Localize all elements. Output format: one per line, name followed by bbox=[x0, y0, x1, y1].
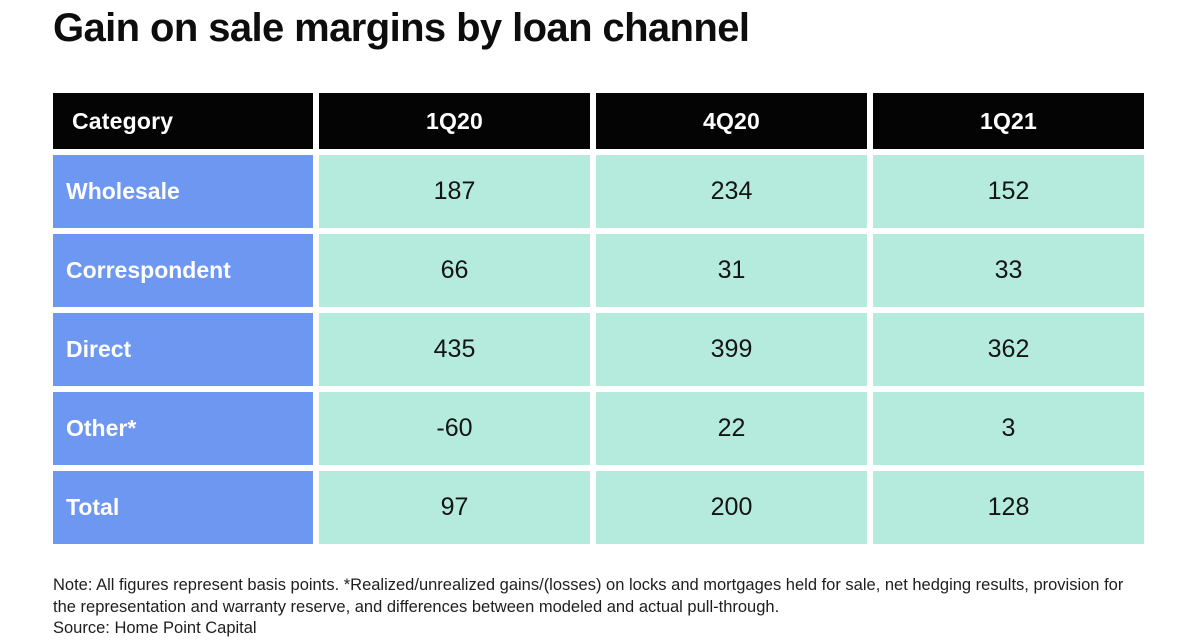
column-header-4q20: 4Q20 bbox=[596, 93, 867, 149]
cell-direct-4q20: 399 bbox=[596, 313, 867, 386]
cell-direct-1q20: 435 bbox=[319, 313, 590, 386]
cell-other-4q20: 22 bbox=[596, 392, 867, 465]
row-label-correspondent: Correspondent bbox=[53, 234, 313, 307]
cell-correspondent-4q20: 31 bbox=[596, 234, 867, 307]
cell-direct-1q21: 362 bbox=[873, 313, 1144, 386]
row-label-other: Other* bbox=[53, 392, 313, 465]
source-text: Source: Home Point Capital bbox=[53, 619, 257, 637]
cell-total-1q21: 128 bbox=[873, 471, 1144, 544]
column-header-1q21: 1Q21 bbox=[873, 93, 1144, 149]
row-label-direct: Direct bbox=[53, 313, 313, 386]
cell-other-1q21: 3 bbox=[873, 392, 1144, 465]
cell-total-4q20: 200 bbox=[596, 471, 867, 544]
cell-total-1q20: 97 bbox=[319, 471, 590, 544]
cell-wholesale-1q21: 152 bbox=[873, 155, 1144, 228]
page-title: Gain on sale margins by loan channel bbox=[53, 6, 750, 50]
cell-correspondent-1q21: 33 bbox=[873, 234, 1144, 307]
row-label-wholesale: Wholesale bbox=[53, 155, 313, 228]
cell-wholesale-4q20: 234 bbox=[596, 155, 867, 228]
column-header-category: Category bbox=[53, 93, 313, 149]
column-header-1q20: 1Q20 bbox=[319, 93, 590, 149]
footnote-text: Note: All figures represent basis points… bbox=[53, 576, 1124, 616]
row-label-total: Total bbox=[53, 471, 313, 544]
gain-on-sale-table: Category 1Q20 4Q20 1Q21 Wholesale 187 23… bbox=[53, 93, 1144, 544]
cell-other-1q20: -60 bbox=[319, 392, 590, 465]
cell-correspondent-1q20: 66 bbox=[319, 234, 590, 307]
cell-wholesale-1q20: 187 bbox=[319, 155, 590, 228]
